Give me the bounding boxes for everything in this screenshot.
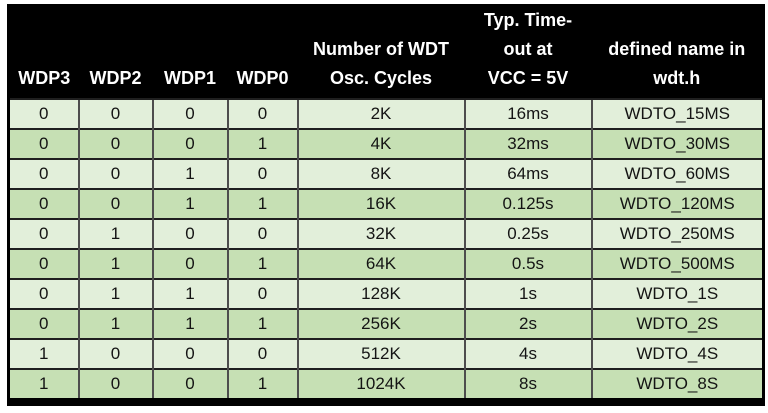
table-row: 0 1 0 1 64K 0.5s WDTO_500MS [8,248,764,279]
table-cell: 0 [77,128,153,159]
table-cell: 1 [151,188,228,219]
table-cell: 0 [8,158,79,189]
table-cell: WDTO_1S [590,278,764,309]
table-cell: 0 [8,308,79,339]
table-cell: 1024K [296,368,465,402]
table-row: 1 0 0 0 512K 4s WDTO_4S [8,338,764,369]
column-header-wdp2: WDP2 [78,4,153,99]
table-cell: 1 [151,308,228,339]
table-cell: 16K [296,188,465,219]
column-header-wdp0: WDP0 [227,4,298,99]
table-row: 0 1 1 1 256K 2s WDTO_2S [8,308,764,339]
table-cell: WDTO_15MS [590,98,764,129]
table-cell: 0 [226,218,298,249]
column-header-wdp3: WDP3 [8,4,79,99]
table-cell: 512K [296,338,465,369]
table-cell: 0 [8,188,79,219]
table-cell: 1 [77,218,153,249]
table-cell: 2K [296,98,465,129]
table-cell: 0 [151,218,228,249]
table-cell: 0 [151,128,228,159]
table-cell: WDTO_4S [590,338,764,369]
table-row: 0 0 0 1 4K 32ms WDTO_30MS [8,128,764,159]
table-cell: 0.125s [463,188,592,219]
table-cell: 4s [463,338,592,369]
table-cell: 4K [296,128,465,159]
table-row: 0 1 1 0 128K 1s WDTO_1S [8,278,764,309]
table-cell: WDTO_8S [590,368,764,402]
table-cell: 0 [151,368,228,402]
column-header-osc-cycles: Number of WDT Osc. Cycles [297,4,465,99]
table-cell: 32K [296,218,465,249]
table-row: 1 0 0 1 1024K 8s WDTO_8S [8,368,764,402]
table-cell: 1 [226,128,298,159]
table-cell: WDTO_500MS [590,248,764,279]
table-cell: 1 [77,308,153,339]
wdt-table-container: WDP3 WDP2 WDP1 WDP0 Number of WDT Osc. C… [7,4,765,406]
table-row: 0 0 1 1 16K 0.125s WDTO_120MS [8,188,764,219]
table-cell: 1 [151,158,228,189]
table-cell: 0 [151,338,228,369]
table-cell: 1 [226,308,298,339]
table-cell: 0 [151,98,228,129]
table-cell: 1 [226,188,298,219]
table-cell: 1 [151,278,228,309]
table-cell: WDTO_250MS [590,218,764,249]
table-row: 0 0 1 0 8K 64ms WDTO_60MS [8,158,764,189]
table-cell: WDTO_120MS [590,188,764,219]
table-cell: 32ms [463,128,592,159]
table-cell: 0 [77,188,153,219]
table-cell: 0 [8,218,79,249]
table-row: 0 0 0 0 2K 16ms WDTO_15MS [8,98,764,129]
table-cell: 1 [226,368,298,402]
table-cell: 0 [8,248,79,279]
table-cell: 0.25s [463,218,592,249]
column-header-wdp1: WDP1 [152,4,228,99]
table-cell: 2s [463,308,592,339]
table-cell: 0 [77,98,153,129]
table-cell: 8s [463,368,592,402]
wdt-prescaler-table: WDP3 WDP2 WDP1 WDP0 Number of WDT Osc. C… [7,4,765,406]
table-header: WDP3 WDP2 WDP1 WDP0 Number of WDT Osc. C… [8,4,764,99]
table-body: 0 0 0 0 2K 16ms WDTO_15MS 0 0 0 1 4K 32m… [8,98,764,402]
table-cell: 0.5s [463,248,592,279]
table-cell: 64K [296,248,465,279]
column-header-timeout: Typ. Time- out at VCC = 5V [464,4,592,99]
table-cell: 0 [77,158,153,189]
table-cell: 1 [77,248,153,279]
table-cell: 0 [8,278,79,309]
table-cell: 1s [463,278,592,309]
table-cell: 0 [226,98,298,129]
table-cell: 1 [8,368,79,402]
table-row: 0 1 0 0 32K 0.25s WDTO_250MS [8,218,764,249]
table-cell: 0 [77,368,153,402]
table-cell: 0 [226,338,298,369]
table-cell: 1 [77,278,153,309]
table-cell: 0 [151,248,228,279]
table-cell: 0 [226,158,298,189]
table-cell: 0 [8,128,79,159]
table-cell: 1 [226,248,298,279]
table-cell: 0 [8,98,79,129]
table-cell: 64ms [463,158,592,189]
table-cell: WDTO_60MS [590,158,764,189]
column-header-defined-name: defined name in wdt.h [591,4,764,99]
header-row: WDP3 WDP2 WDP1 WDP0 Number of WDT Osc. C… [8,4,764,99]
table-cell: 16ms [463,98,592,129]
table-cell: 128K [296,278,465,309]
table-cell: 1 [8,338,79,369]
table-cell: 8K [296,158,465,189]
table-cell: 0 [226,278,298,309]
table-cell: 0 [77,338,153,369]
table-cell: 256K [296,308,465,339]
table-cell: WDTO_30MS [590,128,764,159]
table-cell: WDTO_2S [590,308,764,339]
